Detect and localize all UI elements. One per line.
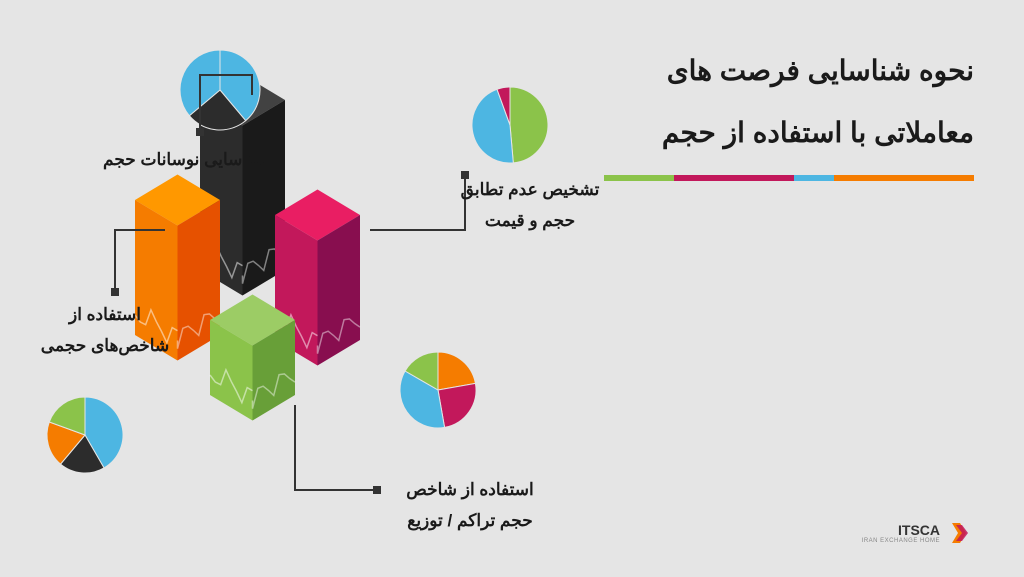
logo-text: ITSCA [862,522,940,538]
bar-green [210,295,295,421]
label-bottom: استفاده از شاخص حجم تراکم / توزیع [380,475,560,536]
top-pie [180,50,260,130]
label-top-right: تشخیص عدم تطابق حجم و قیمت [440,175,620,236]
right-pie [472,87,548,163]
bottom-right-pie [400,352,476,428]
logo-subtitle: IRAN EXCHANGE HOME [862,538,940,544]
label-top-left: شناسایی نوسانات حجم [85,145,285,176]
brand-logo: ITSCA IRAN EXCHANGE HOME [862,519,974,547]
label-left: استفاده از شاخص‌های حجمی [30,300,180,361]
bottom-left-pie [47,397,123,473]
logo-icon [946,519,974,547]
